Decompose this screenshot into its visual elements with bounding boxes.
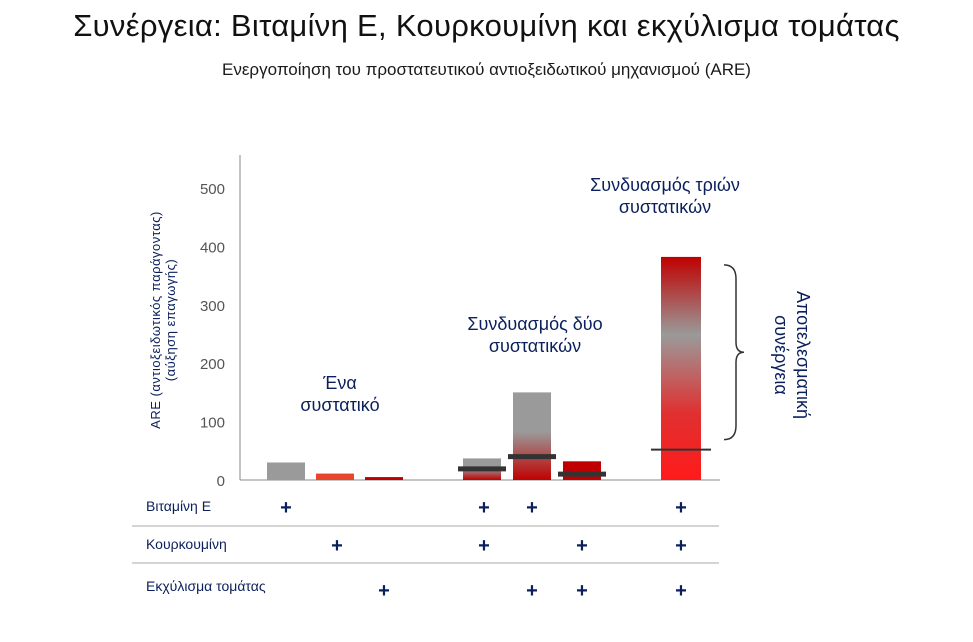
y-tick-label: 500 bbox=[200, 181, 225, 198]
plus-mark: + bbox=[378, 580, 390, 602]
annotation-synergy: Αποτελεσματική συνέργεια bbox=[770, 245, 814, 465]
bar bbox=[267, 462, 305, 480]
plus-mark: + bbox=[576, 535, 588, 557]
y-tick-label: 100 bbox=[200, 415, 225, 432]
row-label-vitamin-e: Βιταμίνη Ε bbox=[146, 498, 212, 514]
annotation-line: συνέργεια bbox=[771, 315, 791, 395]
annotation-triple: Συνδυασμός τριών συστατικών bbox=[570, 174, 760, 218]
chart-title: Συνέργεια: Βιταμίνη Ε, Κουρκουμίνη και ε… bbox=[73, 8, 900, 43]
bar bbox=[316, 473, 354, 480]
bar bbox=[563, 461, 601, 480]
plus-mark: + bbox=[331, 535, 343, 557]
annotation-line: συστατικών bbox=[488, 336, 582, 356]
annotation-line: Συνδυασμός δύο bbox=[467, 314, 603, 334]
bar bbox=[513, 392, 551, 480]
plus-mark: + bbox=[280, 497, 292, 519]
y-tick-label: 400 bbox=[200, 239, 225, 256]
chart-subtitle: Ενεργοποίηση του προστατευτικού αντιοξει… bbox=[222, 60, 751, 79]
annotation-single: Ένα συστατικό bbox=[270, 372, 410, 416]
y-tick-label: 0 bbox=[217, 473, 225, 490]
annotation-line: συστατικό bbox=[300, 395, 380, 415]
y-tick-label: 300 bbox=[200, 298, 225, 315]
synergy-brace bbox=[723, 264, 745, 441]
row-label-curcumin: Κουρκουμίνη bbox=[146, 536, 227, 552]
plus-mark: + bbox=[478, 535, 490, 557]
annotation-double: Συνδυασμός δύο συστατικών bbox=[440, 313, 630, 357]
row-label-tomato-extract: Εκχύλισμα τομάτας bbox=[146, 578, 266, 594]
plus-mark: + bbox=[526, 497, 538, 519]
plus-mark: + bbox=[675, 580, 687, 602]
y-tick-label: 200 bbox=[200, 356, 225, 373]
plus-mark: + bbox=[526, 580, 538, 602]
bar bbox=[365, 477, 403, 480]
plus-mark: + bbox=[675, 497, 687, 519]
bar bbox=[661, 256, 701, 480]
annotation-line: Αποτελεσματική bbox=[793, 290, 813, 420]
plus-mark: + bbox=[576, 580, 588, 602]
plus-mark: + bbox=[478, 497, 490, 519]
plus-mark: + bbox=[675, 535, 687, 557]
annotation-line: Συνδυασμός τριών bbox=[590, 175, 740, 195]
annotation-line: Ένα bbox=[323, 373, 357, 393]
annotation-line: συστατικών bbox=[618, 197, 712, 217]
